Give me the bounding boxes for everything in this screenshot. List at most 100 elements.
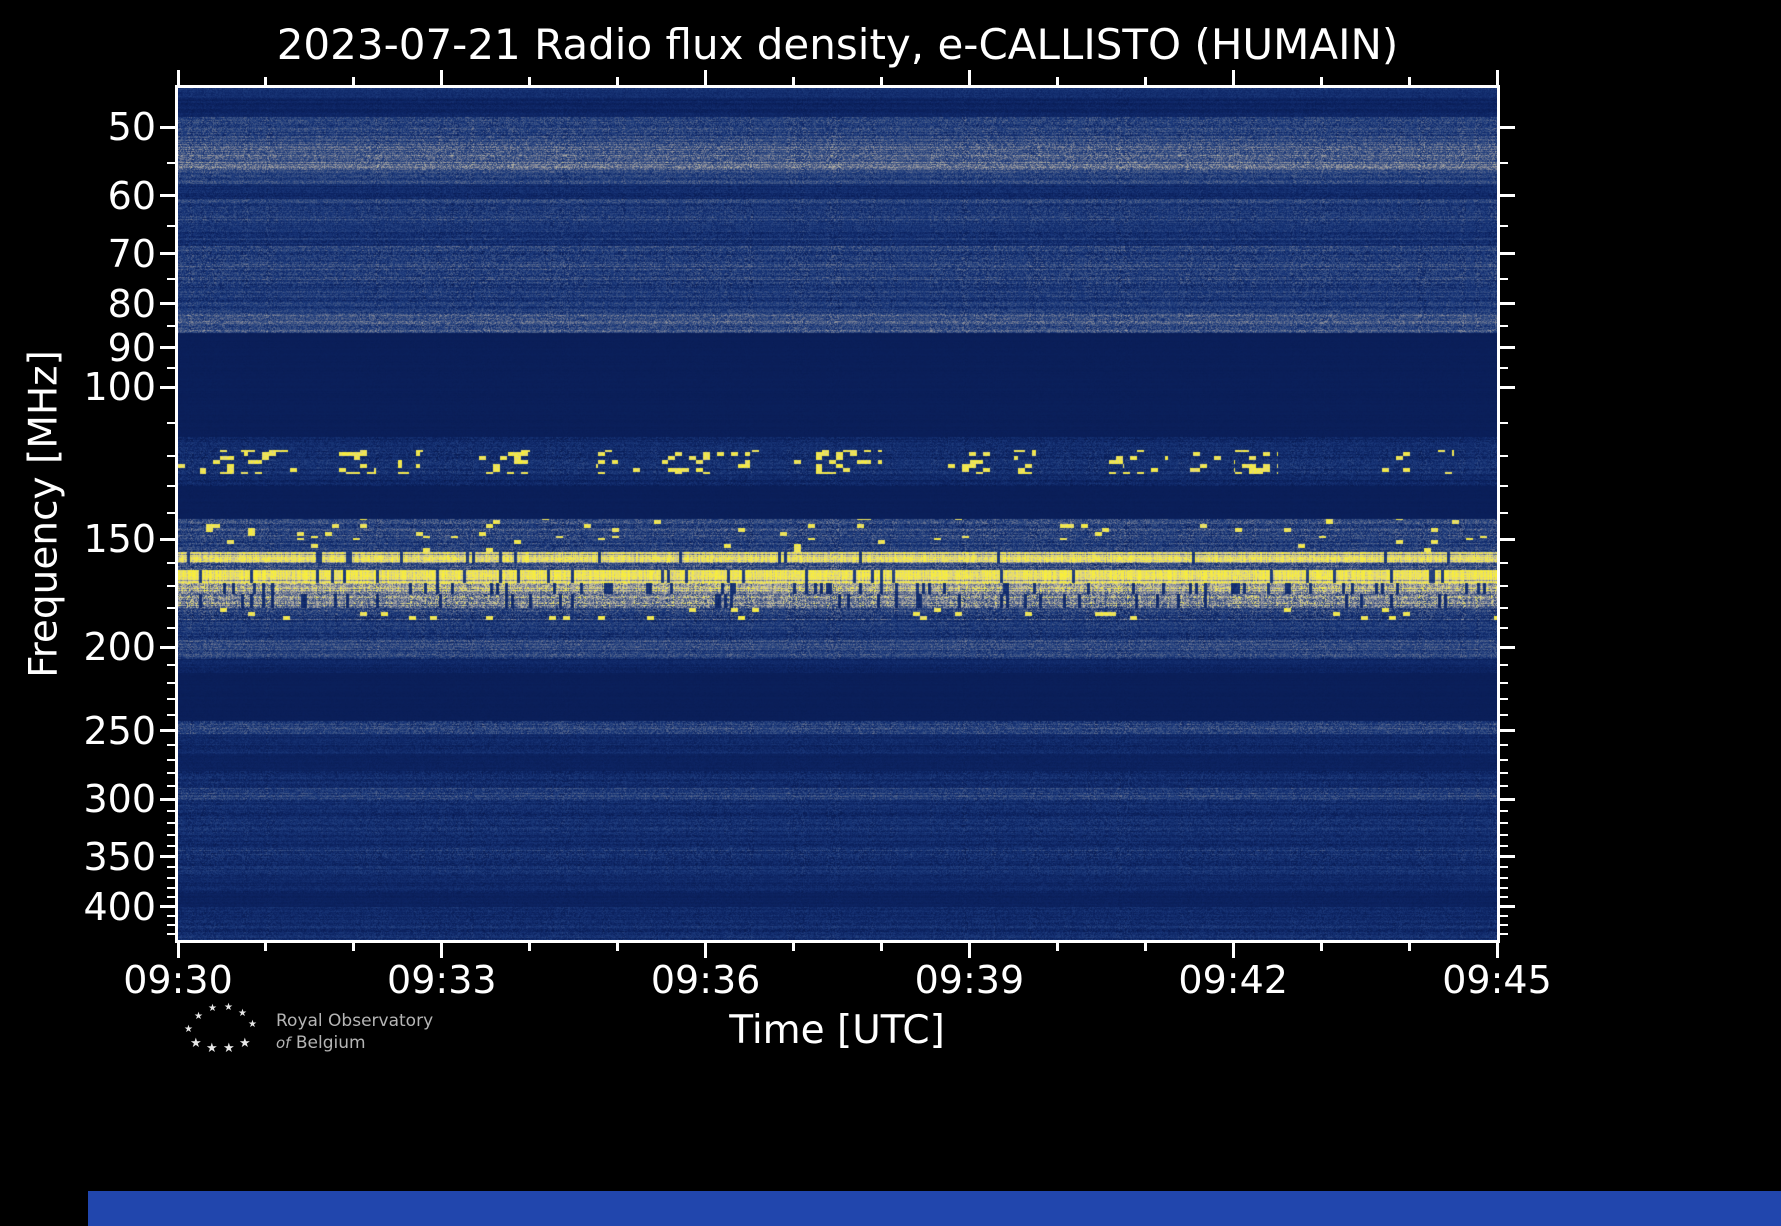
- y-tick-major: [160, 346, 175, 350]
- y-tick-major-right: [1500, 346, 1515, 350]
- spectrogram-canvas: [178, 88, 1497, 940]
- y-tick-minor-right: [1500, 224, 1508, 227]
- y-tick-label: 400: [83, 884, 156, 929]
- rob-logo-text: Royal Observatory of Belgium: [276, 1010, 433, 1054]
- x-tick-major-top: [704, 70, 708, 85]
- x-tick-minor-top: [1143, 77, 1147, 85]
- x-tick-minor: [879, 943, 883, 951]
- y-tick-minor-right: [1500, 932, 1508, 935]
- y-tick-major: [160, 855, 175, 859]
- y-tick-minor: [167, 833, 175, 836]
- y-tick-minor: [167, 810, 175, 813]
- y-tick-major: [160, 125, 175, 129]
- x-tick-minor-top: [264, 77, 268, 85]
- x-tick-major: [967, 943, 971, 958]
- x-tick-major-top: [440, 70, 444, 85]
- y-tick-minor-right: [1500, 915, 1508, 918]
- y-tick-minor-right: [1500, 421, 1508, 424]
- star-icon: ★: [190, 1036, 202, 1051]
- y-tick-major: [160, 252, 175, 256]
- y-tick-minor-right: [1500, 876, 1508, 879]
- bottom-strip: [88, 1191, 1781, 1226]
- star-icon: ★: [223, 1041, 235, 1056]
- y-tick-minor: [167, 562, 175, 565]
- y-tick-minor: [167, 664, 175, 667]
- chart-title: 2023-07-21 Radio flux density, e-CALLIST…: [276, 20, 1399, 69]
- y-tick-major: [160, 797, 175, 801]
- y-tick-major: [160, 645, 175, 649]
- y-tick-minor: [167, 367, 175, 370]
- x-tick-minor: [352, 943, 356, 951]
- x-tick-minor: [616, 943, 620, 951]
- y-tick-minor: [167, 162, 175, 165]
- y-tick-minor-right: [1500, 714, 1508, 717]
- y-tick-minor-right: [1500, 325, 1508, 328]
- x-tick-major: [440, 943, 444, 958]
- y-tick-minor-right: [1500, 810, 1508, 813]
- y-tick-minor: [167, 844, 175, 847]
- y-tick-minor: [167, 772, 175, 775]
- x-tick-minor-top: [879, 77, 883, 85]
- rob-logo-line2: of Belgium: [276, 1032, 433, 1054]
- y-tick-minor: [167, 698, 175, 701]
- y-tick-major-right: [1500, 302, 1515, 306]
- y-tick-minor-right: [1500, 512, 1508, 515]
- x-tick-minor: [1055, 943, 1059, 951]
- y-tick-minor: [167, 785, 175, 788]
- y-tick-label: 200: [83, 625, 156, 670]
- x-tick-major-top: [1231, 70, 1235, 85]
- x-tick-minor-top: [792, 77, 796, 85]
- y-tick-minor: [167, 626, 175, 629]
- y-tick-minor: [167, 915, 175, 918]
- x-tick-minor-top: [616, 77, 620, 85]
- y-tick-label: 80: [107, 281, 156, 326]
- y-tick-minor-right: [1500, 822, 1508, 825]
- x-tick-minor: [792, 943, 796, 951]
- y-tick-minor-right: [1500, 664, 1508, 667]
- y-tick-minor: [167, 278, 175, 281]
- y-tick-minor: [167, 325, 175, 328]
- x-tick-minor-top: [1055, 77, 1059, 85]
- y-tick-major-right: [1500, 645, 1515, 649]
- y-tick-minor-right: [1500, 744, 1508, 747]
- rob-logo-line1: Royal Observatory: [276, 1011, 434, 1031]
- y-tick-minor: [167, 932, 175, 935]
- y-tick-major: [160, 385, 175, 389]
- y-tick-major-right: [1500, 385, 1515, 389]
- y-tick-label: 60: [107, 173, 156, 218]
- y-tick-minor-right: [1500, 278, 1508, 281]
- y-tick-minor: [167, 876, 175, 879]
- y-tick-minor-right: [1500, 454, 1508, 457]
- y-tick-minor-right: [1500, 844, 1508, 847]
- x-tick-minor: [1319, 943, 1323, 951]
- star-icon: ★: [248, 1019, 257, 1030]
- y-tick-major-right: [1500, 905, 1515, 909]
- star-icon: ★: [224, 1002, 233, 1013]
- y-tick-minor: [167, 714, 175, 717]
- star-icon: ★: [194, 1011, 203, 1022]
- y-tick-minor: [167, 744, 175, 747]
- x-tick-label: 09:30: [123, 958, 233, 1002]
- x-tick-minor: [1143, 943, 1147, 951]
- x-tick-minor: [528, 943, 532, 951]
- y-tick-minor-right: [1500, 585, 1508, 588]
- x-tick-major: [704, 943, 708, 958]
- y-tick-minor-right: [1500, 896, 1508, 899]
- y-tick-major: [160, 302, 175, 306]
- y-tick-minor: [167, 822, 175, 825]
- y-tick-major-right: [1500, 537, 1515, 541]
- x-tick-major: [1231, 943, 1235, 958]
- y-tick-minor: [167, 512, 175, 515]
- y-tick-minor-right: [1500, 606, 1508, 609]
- x-tick-label: 09:42: [1178, 958, 1288, 1002]
- rob-logo: ★ ★ ★ ★ ★ ★ ★ ★ ★ ★ Royal Observatory of Belgium: [180, 1000, 610, 1066]
- x-tick-minor: [264, 943, 268, 951]
- x-tick-major: [1495, 943, 1499, 958]
- y-tick-major: [160, 194, 175, 198]
- y-tick-label: 150: [83, 517, 156, 562]
- y-tick-minor-right: [1500, 758, 1508, 761]
- y-tick-minor-right: [1500, 772, 1508, 775]
- star-icon: ★: [184, 1024, 193, 1035]
- rob-logo-of: of: [276, 1034, 291, 1052]
